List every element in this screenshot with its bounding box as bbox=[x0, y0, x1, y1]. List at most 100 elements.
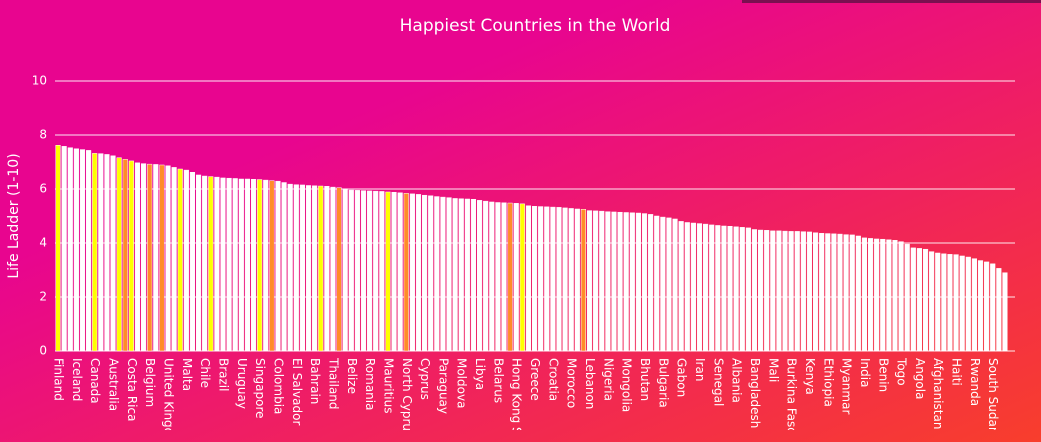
x-tick-label: Iceland bbox=[70, 358, 84, 401]
bar bbox=[415, 194, 422, 352]
bar bbox=[843, 234, 849, 352]
bar bbox=[666, 217, 672, 352]
bar bbox=[348, 189, 354, 352]
x-tick-label: Benin bbox=[876, 358, 890, 392]
x-tick-label: Angola bbox=[913, 358, 927, 399]
bar bbox=[305, 185, 312, 352]
x-tick-label: Haiti bbox=[950, 358, 964, 386]
y-tick-label: 8 bbox=[39, 128, 47, 142]
bar bbox=[580, 209, 586, 352]
bar bbox=[623, 212, 629, 352]
bar bbox=[159, 164, 165, 352]
bar bbox=[935, 252, 941, 352]
bar bbox=[812, 232, 819, 352]
bar bbox=[910, 247, 916, 352]
bar bbox=[110, 155, 116, 352]
bar bbox=[165, 165, 171, 352]
bar bbox=[806, 231, 813, 352]
x-tick-label: Finland bbox=[52, 358, 66, 401]
bar bbox=[800, 231, 806, 352]
bar bbox=[751, 229, 758, 352]
x-tick-label: North Cyprus bbox=[400, 358, 414, 437]
bar bbox=[696, 223, 703, 352]
x-tick-label: Bulgaria bbox=[656, 358, 670, 408]
y-axis-title: Life Ladder (1-10) bbox=[6, 153, 22, 278]
bar bbox=[880, 238, 886, 352]
bar bbox=[61, 146, 67, 352]
bar bbox=[916, 248, 922, 352]
bar bbox=[715, 225, 721, 352]
x-tick-label: Moldova bbox=[455, 358, 469, 408]
bar bbox=[672, 218, 678, 352]
bar bbox=[141, 163, 147, 352]
x-tick-label: India bbox=[858, 358, 872, 387]
bar bbox=[544, 206, 550, 352]
x-tick-label: Canada bbox=[88, 358, 102, 404]
bar bbox=[525, 205, 532, 352]
bar bbox=[605, 211, 611, 352]
y-tick-label: 4 bbox=[39, 236, 47, 250]
x-tick-label: Rwanda bbox=[968, 358, 982, 406]
bar bbox=[244, 178, 251, 352]
x-tick-label: Chile bbox=[198, 358, 212, 388]
bar bbox=[519, 203, 525, 352]
bar bbox=[941, 253, 947, 352]
bar bbox=[324, 186, 330, 352]
bar bbox=[965, 256, 971, 352]
y-tick-label: 0 bbox=[39, 344, 47, 358]
bar bbox=[275, 180, 281, 352]
bar bbox=[250, 179, 257, 352]
bar bbox=[147, 163, 153, 352]
bar bbox=[867, 238, 874, 352]
x-tick-label: Togo bbox=[895, 357, 909, 386]
bar bbox=[721, 225, 727, 352]
bar bbox=[971, 258, 977, 352]
bar bbox=[886, 239, 892, 352]
plot: 0 2 4 6 8 10 Finland Iceland Canada Australia Cost… bbox=[32, 74, 1015, 437]
bar bbox=[617, 211, 623, 352]
bar bbox=[128, 160, 134, 352]
bar bbox=[641, 213, 648, 352]
bar bbox=[79, 149, 86, 352]
x-tick-label: Australia bbox=[107, 358, 121, 411]
y-tick-label: 2 bbox=[39, 290, 47, 304]
bar bbox=[238, 178, 244, 352]
y-tick-label: 10 bbox=[32, 74, 47, 88]
bar bbox=[483, 200, 489, 352]
bar bbox=[648, 214, 654, 352]
bar bbox=[831, 233, 837, 352]
bar bbox=[214, 176, 220, 352]
bar bbox=[104, 154, 110, 352]
bar bbox=[86, 150, 92, 352]
bar bbox=[122, 159, 128, 352]
bar bbox=[837, 233, 843, 352]
bar bbox=[153, 164, 159, 352]
bar bbox=[538, 206, 544, 352]
bar bbox=[507, 202, 513, 352]
bar bbox=[269, 180, 275, 352]
bar bbox=[709, 224, 715, 352]
x-tick-label: Malta bbox=[180, 358, 194, 391]
bar bbox=[825, 233, 831, 352]
x-tick-label: El Salvador bbox=[290, 358, 304, 425]
x-tick-label: Bangladesh bbox=[748, 358, 762, 428]
x-tick-label: Cyprus bbox=[418, 358, 432, 400]
bar bbox=[855, 235, 861, 352]
bar bbox=[593, 210, 599, 352]
x-tick-label: Mongolia bbox=[620, 358, 634, 412]
bar bbox=[281, 182, 287, 352]
x-tick-label: Croatia bbox=[546, 358, 560, 401]
x-tick-label: Thailand bbox=[326, 357, 340, 410]
y-tick-label: 6 bbox=[39, 182, 47, 196]
x-tick-label: Iran bbox=[693, 358, 707, 381]
x-tick-label: Ethiopia bbox=[821, 358, 835, 407]
bar bbox=[849, 234, 855, 352]
bar bbox=[92, 153, 98, 352]
bar bbox=[586, 210, 593, 352]
x-tick-label: Mali bbox=[766, 358, 780, 382]
bar bbox=[73, 148, 79, 352]
bar bbox=[367, 190, 373, 352]
x-tick-label: Singapore bbox=[253, 358, 267, 419]
chart-title: Happiest Countries in the World bbox=[400, 16, 671, 36]
